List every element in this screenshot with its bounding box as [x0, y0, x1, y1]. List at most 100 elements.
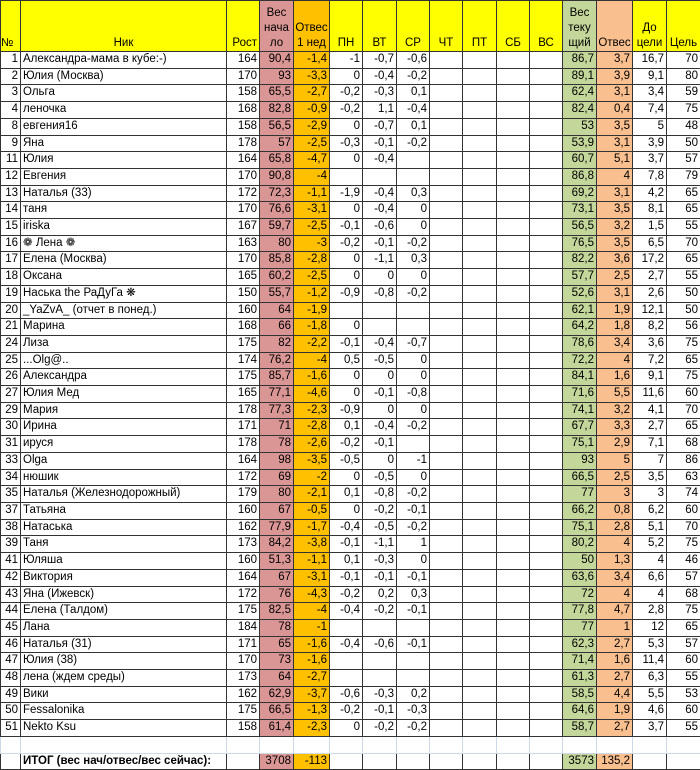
cell-current-weight[interactable]: 71,6	[562, 385, 597, 403]
cell-fri[interactable]	[462, 669, 497, 687]
cell-to-goal[interactable]: 6,3	[632, 669, 667, 687]
cell-tue[interactable]	[362, 669, 397, 687]
cell-current-weight[interactable]: 84,1	[562, 368, 597, 387]
cell-sat[interactable]	[496, 451, 530, 470]
cell-sun[interactable]	[529, 234, 563, 253]
cell-height[interactable]: 175	[226, 334, 260, 353]
cell-thu[interactable]	[429, 251, 463, 270]
cell-thu[interactable]	[429, 485, 463, 503]
cell-thu[interactable]	[429, 334, 463, 353]
cell-goal[interactable]: 68	[666, 435, 700, 453]
cell-to-goal[interactable]: 3,7	[632, 719, 667, 737]
cell-height[interactable]: 178	[226, 134, 260, 153]
cell-goal[interactable]: 55	[666, 218, 700, 236]
cell-sat[interactable]	[496, 435, 530, 453]
cell-tue[interactable]: -0,2	[362, 501, 397, 520]
cell-total-loss[interactable]: 1,6	[596, 652, 633, 671]
cell-goal[interactable]: 55	[666, 719, 700, 737]
cell-start-weight[interactable]: 76,6	[259, 201, 294, 220]
cell-week1-loss[interactable]: -1,1	[293, 552, 330, 570]
cell-sat[interactable]	[496, 234, 530, 253]
cell-week1-loss[interactable]: -1,9	[293, 301, 330, 320]
cell-week1-loss[interactable]: -1,6	[293, 368, 330, 387]
cell-total-loss[interactable]: 3,1	[596, 84, 633, 103]
cell-sat[interactable]	[496, 685, 530, 704]
cell-nick[interactable]: леночка	[20, 101, 227, 119]
cell-total-loss[interactable]: 4	[596, 351, 633, 370]
cell-number[interactable]: 51	[0, 719, 21, 737]
empty-cell[interactable]	[666, 735, 700, 754]
cell-week1-loss[interactable]: -0,9	[293, 101, 330, 119]
cell-wed[interactable]: -0,2	[396, 485, 430, 503]
cell-to-goal[interactable]: 7,2	[632, 351, 667, 370]
cell-tue[interactable]: -0,8	[362, 284, 397, 303]
cell-mon[interactable]: 0,1	[329, 552, 363, 570]
cell-goal[interactable]: 65	[666, 351, 700, 370]
cell-current-weight[interactable]: 58,7	[562, 719, 597, 737]
cell-fri[interactable]	[462, 535, 497, 554]
header-mon[interactable]: ПН	[329, 0, 363, 52]
cell-fri[interactable]	[462, 602, 497, 620]
cell-sat[interactable]	[496, 84, 530, 103]
cell-fri[interactable]	[462, 401, 497, 420]
cell-mon[interactable]: 0	[329, 368, 363, 387]
cell-week1-loss[interactable]: -1,8	[293, 318, 330, 336]
cell-thu[interactable]	[429, 669, 463, 687]
cell-week1-loss[interactable]: -2,7	[293, 84, 330, 103]
cell-total-loss[interactable]: 1,8	[596, 318, 633, 336]
cell-wed[interactable]: 1	[396, 535, 430, 554]
header-total-loss[interactable]: Отвес	[596, 0, 633, 52]
cell-sun[interactable]	[529, 535, 563, 554]
cell-fri[interactable]	[462, 719, 497, 737]
cell-number[interactable]: 11	[0, 151, 21, 169]
cell-thu[interactable]	[429, 451, 463, 470]
cell-current-weight[interactable]: 74,1	[562, 401, 597, 420]
cell-current-weight[interactable]: 75,1	[562, 435, 597, 453]
cell-goal[interactable]: 48	[666, 117, 700, 136]
cell-to-goal[interactable]: 3,5	[632, 468, 667, 487]
cell-nick[interactable]: нюшик	[20, 468, 227, 487]
cell-number[interactable]: 47	[0, 652, 21, 671]
cell-fri[interactable]	[462, 652, 497, 671]
cell-nick[interactable]: таня	[20, 201, 227, 220]
cell-goal[interactable]: 65	[666, 251, 700, 270]
cell-current-weight[interactable]: 73,1	[562, 201, 597, 220]
cell-current-weight[interactable]: 60,7	[562, 151, 597, 169]
cell-total-loss[interactable]: 4	[596, 535, 633, 554]
header-tue[interactable]: ВТ	[362, 0, 397, 52]
cell-week1-loss[interactable]: -4,6	[293, 385, 330, 403]
cell-number[interactable]: 33	[0, 451, 21, 470]
cell-goal[interactable]: 60	[666, 652, 700, 671]
cell-week1-loss[interactable]: -2,9	[293, 117, 330, 136]
cell-fri[interactable]	[462, 151, 497, 169]
cell-nick[interactable]: Таня	[20, 535, 227, 554]
cell-tue[interactable]: -0,5	[362, 518, 397, 537]
cell-week1-loss[interactable]: -3,5	[293, 451, 330, 470]
cell-nick[interactable]: Александра-мама в кубе:-)	[20, 51, 227, 69]
cell-fri[interactable]	[462, 418, 497, 437]
cell-height[interactable]: 163	[226, 234, 260, 253]
cell-start-weight[interactable]: 64	[259, 301, 294, 320]
cell-sat[interactable]	[496, 618, 530, 637]
cell-to-goal[interactable]: 3,9	[632, 134, 667, 153]
cell-number[interactable]: 48	[0, 669, 21, 687]
cell-mon[interactable]: 0	[329, 719, 363, 737]
cell-to-goal[interactable]: 7,4	[632, 101, 667, 119]
cell-tue[interactable]: -0,5	[362, 351, 397, 370]
cell-to-goal[interactable]: 2,7	[632, 418, 667, 437]
cell-total-loss[interactable]: 1,9	[596, 702, 633, 721]
cell-fri[interactable]	[462, 268, 497, 286]
cell-start-weight[interactable]: 67	[259, 568, 294, 587]
cell-height[interactable]: 160	[226, 301, 260, 320]
cell-height[interactable]: 173	[226, 535, 260, 554]
cell-week1-loss[interactable]: -2,8	[293, 251, 330, 270]
cell-tue[interactable]: -0,8	[362, 485, 397, 503]
cell-total-loss[interactable]: 5,1	[596, 151, 633, 169]
cell-current-weight[interactable]: 67,7	[562, 418, 597, 437]
cell-total-loss[interactable]: 4,7	[596, 602, 633, 620]
cell-wed[interactable]: 0	[396, 351, 430, 370]
cell-wed[interactable]	[396, 669, 430, 687]
cell-goal[interactable]: 57	[666, 151, 700, 169]
cell-number[interactable]: 2	[0, 67, 21, 86]
cell-thu[interactable]	[429, 134, 463, 153]
